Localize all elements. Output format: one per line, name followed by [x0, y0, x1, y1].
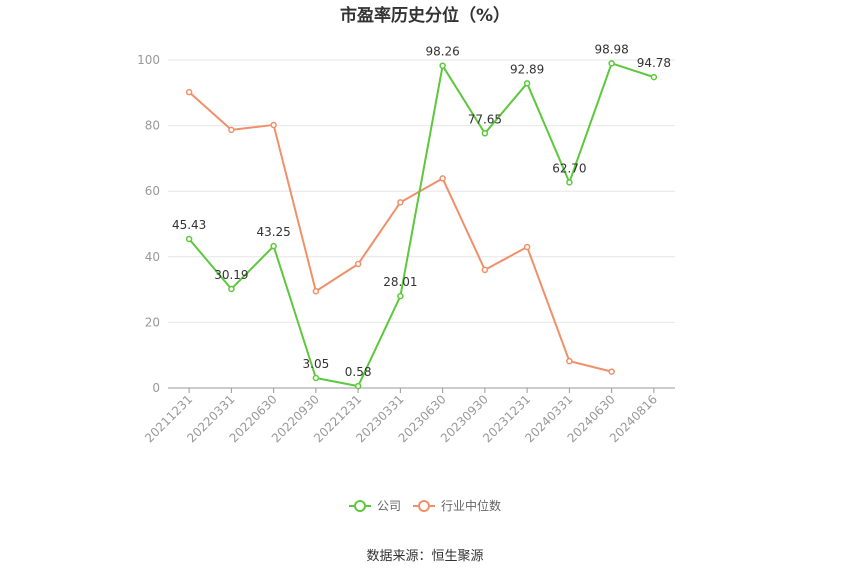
data-label: 45.43 — [172, 218, 206, 232]
legend-label: 行业中位数 — [441, 498, 501, 513]
data-point — [185, 235, 193, 243]
data-point — [312, 287, 320, 295]
data-point — [566, 179, 573, 186]
y-tick-label: 0 — [152, 381, 160, 395]
chart-title: 市盈率历史分位（%） — [340, 5, 510, 26]
y-tick-label: 40 — [145, 250, 160, 264]
data-label: 28.01 — [383, 275, 417, 289]
legend-item[interactable]: 行业中位数 — [413, 498, 501, 513]
data-point — [354, 260, 362, 268]
data-point — [185, 88, 193, 96]
data-point — [397, 199, 404, 206]
data-point — [439, 62, 446, 69]
data-point — [354, 382, 362, 390]
data-label: 0.58 — [345, 365, 372, 379]
data-label: 98.26 — [425, 45, 459, 59]
y-axis: 0 20 40 60 80 100 — [137, 53, 160, 395]
data-point — [608, 60, 615, 67]
data-point — [650, 73, 658, 81]
data-label: 92.89 — [510, 62, 544, 76]
data-label: 94.78 — [637, 56, 671, 70]
data-point — [481, 130, 489, 137]
legend-label: 公司 — [377, 499, 401, 513]
data-point — [397, 292, 404, 300]
series — [185, 60, 658, 390]
data-labels: 45.43 30.19 43.25 3.05 0.58 28.01 98.26 77.65 92… — [172, 42, 671, 379]
data-point — [312, 374, 320, 382]
data-label: 30.19 — [214, 268, 248, 282]
data-point — [270, 121, 277, 129]
data-point — [270, 242, 277, 250]
legend-swatch-marker — [418, 500, 430, 512]
source-note: 数据来源：恒生聚源 — [366, 549, 483, 564]
data-label: 77.65 — [468, 112, 502, 126]
y-tick-label: 80 — [145, 119, 160, 133]
legend-item[interactable]: 公司 — [349, 499, 401, 513]
data-label: 62.70 — [552, 161, 586, 175]
y-tick-label: 100 — [137, 53, 160, 67]
legend[interactable]: 公司 行业中位数 — [349, 498, 501, 513]
data-point — [439, 175, 446, 182]
y-tick-label: 60 — [145, 184, 160, 198]
y-tick-label: 20 — [145, 315, 160, 329]
data-point — [523, 80, 531, 87]
legend-swatch-marker — [354, 500, 366, 512]
data-point — [228, 285, 235, 293]
series-line — [188, 62, 655, 388]
data-label: 3.05 — [303, 357, 330, 371]
data-point — [608, 368, 615, 375]
data-label: 98.98 — [594, 42, 628, 56]
data-point — [523, 243, 531, 251]
data-point — [228, 126, 235, 134]
data-label: 43.25 — [256, 225, 290, 239]
x-axis: 2021123120220331202206302022093020221231… — [142, 387, 675, 445]
data-point — [566, 357, 573, 365]
data-point — [481, 266, 489, 274]
